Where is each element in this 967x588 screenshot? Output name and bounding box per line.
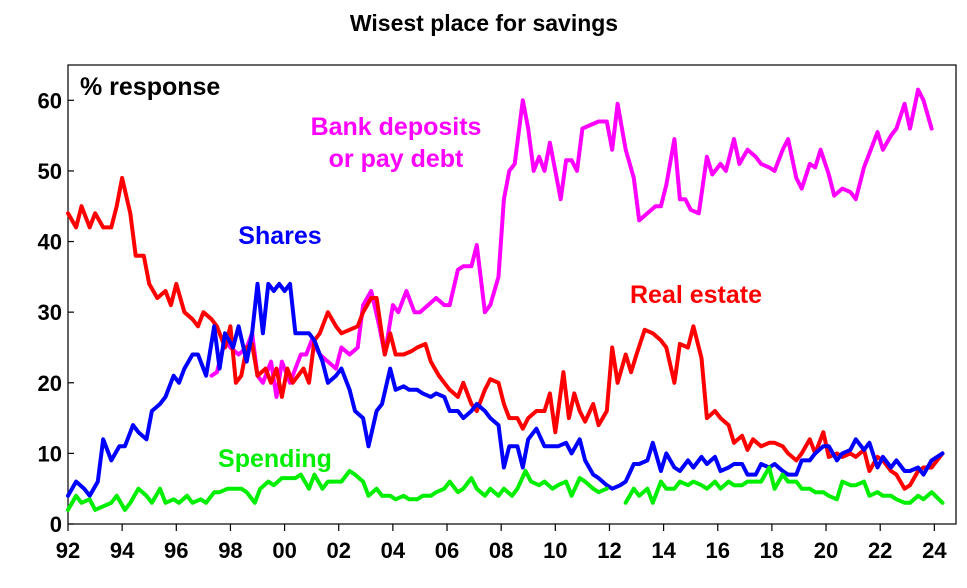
x-tick-label: 06 xyxy=(435,538,459,563)
x-tick-label: 04 xyxy=(381,538,406,563)
x-tick-label: 98 xyxy=(218,538,242,563)
y-tick-label: 50 xyxy=(38,159,62,184)
annotation-real-estate: Real estate xyxy=(630,281,762,309)
x-tick-label: 94 xyxy=(110,538,135,563)
x-tick-label: 08 xyxy=(489,538,513,563)
y-tick-label: 0 xyxy=(50,512,62,537)
series-lines xyxy=(66,87,945,512)
x-tick-label: 92 xyxy=(56,538,80,563)
annotation-or-pay-debt: or pay debt xyxy=(329,145,464,173)
chart-title: Wisest place for savings xyxy=(350,10,618,36)
y-tick-label: 10 xyxy=(38,441,62,466)
annotation-spending: Spending xyxy=(218,445,332,473)
x-tick-label: 18 xyxy=(760,538,784,563)
y-axis: 0 10 20 30 40 50 60 xyxy=(38,88,74,537)
x-tick-label: 24 xyxy=(922,538,947,563)
series-line-bank-deposits-or-pay-debt xyxy=(209,87,934,399)
x-tick-label: 16 xyxy=(706,538,730,563)
y-tick-label: 30 xyxy=(38,300,62,325)
series-line-shares xyxy=(66,281,945,498)
y-tick-label: 20 xyxy=(38,371,62,396)
series-line-spending xyxy=(66,465,945,512)
x-tick-label: 00 xyxy=(272,538,296,563)
x-tick-label: 96 xyxy=(164,538,188,563)
x-tick-label: 12 xyxy=(597,538,621,563)
x-tick-label: 02 xyxy=(326,538,350,563)
x-tick-label: 20 xyxy=(814,538,838,563)
x-axis: 92 94 96 98 00 02 04 06 08 10 12 14 16 18 20 22 24 xyxy=(56,524,947,563)
x-tick-label: 14 xyxy=(651,538,676,563)
plot-area xyxy=(67,64,957,525)
y-tick-label: 60 xyxy=(38,88,62,113)
annotation-shares: Shares xyxy=(238,222,321,250)
annotation-bank-deposits: Bank deposits xyxy=(311,113,482,141)
series-line-real-estate xyxy=(66,176,945,491)
y-tick-label: 40 xyxy=(38,230,62,255)
x-tick-label: 22 xyxy=(868,538,892,563)
y-axis-label: % response xyxy=(80,73,220,101)
x-tick-label: 10 xyxy=(543,538,567,563)
